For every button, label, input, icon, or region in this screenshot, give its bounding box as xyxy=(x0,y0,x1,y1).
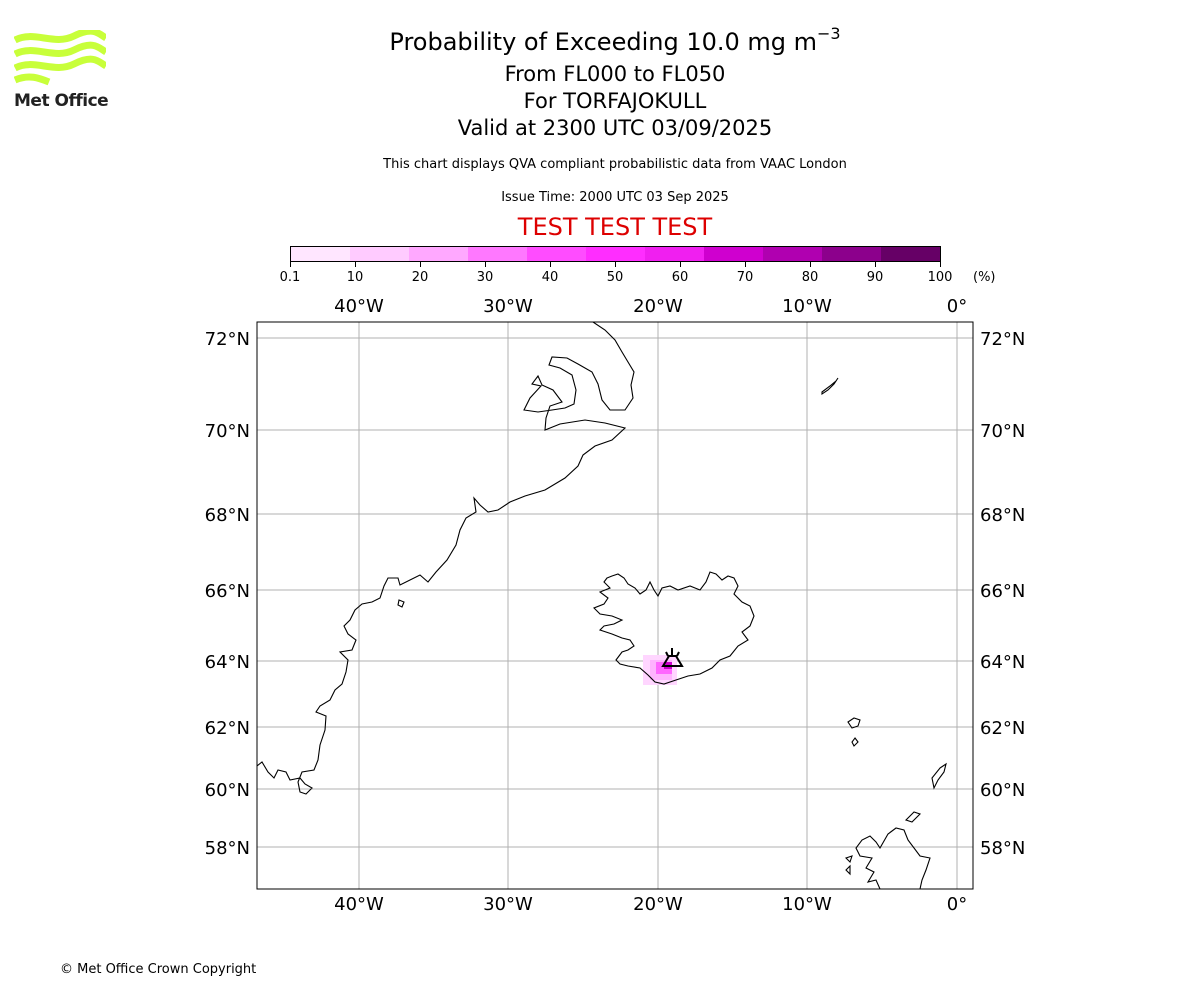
latitude-label: 60°N xyxy=(980,780,1025,801)
colorbar-segment xyxy=(881,247,940,261)
colorbar-segment xyxy=(468,247,527,261)
colorbar-tick-label: 70 xyxy=(736,270,754,285)
jan-mayen-coast xyxy=(821,377,839,396)
coastlines xyxy=(257,322,947,889)
colorbar-tick xyxy=(355,262,356,267)
colorbar-segment xyxy=(763,247,822,261)
flight-level-range: From FL000 to FL050 xyxy=(504,62,726,86)
map-area xyxy=(257,322,947,889)
faroe-islands-coast xyxy=(847,717,861,747)
probability-colorbar xyxy=(290,246,941,262)
volcano-name: For TORFAJOKULL xyxy=(523,89,707,113)
chart-title-superscript: −3 xyxy=(817,24,841,43)
latitude-label: 58°N xyxy=(980,838,1025,859)
colorbar-segment xyxy=(822,247,881,261)
colorbar-tick xyxy=(875,262,876,267)
longitude-label: 0° xyxy=(947,894,967,915)
longitude-label: 20°W xyxy=(633,296,683,317)
colorbar-tick-label: 80 xyxy=(801,270,819,285)
colorbar-tick-label: 0.1 xyxy=(279,270,301,285)
map-frame xyxy=(256,321,974,890)
colorbar-segment xyxy=(704,247,763,261)
colorbar-segment xyxy=(645,247,704,261)
colorbar-unit: (%) xyxy=(973,270,996,285)
met-office-logo xyxy=(14,30,106,86)
latitude-label: 70°N xyxy=(205,421,250,442)
test-banner: TEST TEST TEST xyxy=(517,213,713,241)
issue-time: Issue Time: 2000 UTC 03 Sep 2025 xyxy=(501,190,729,205)
latitude-label: 58°N xyxy=(205,838,250,859)
longitude-label: 10°W xyxy=(782,296,832,317)
colorbar-tick-label: 50 xyxy=(606,270,624,285)
latitude-label: 66°N xyxy=(205,581,250,602)
colorbar-tick xyxy=(550,262,551,267)
longitude-label: 30°W xyxy=(483,296,533,317)
scotland-coast xyxy=(844,827,931,889)
iceland-coast xyxy=(593,571,755,685)
copyright-notice: © Met Office Crown Copyright xyxy=(60,962,257,977)
latitude-label: 64°N xyxy=(205,652,250,673)
map-gridlines xyxy=(257,322,973,889)
colorbar-tick-label: 20 xyxy=(411,270,429,285)
colorbar-segment xyxy=(527,247,586,261)
colorbar-tick xyxy=(745,262,746,267)
colorbar-tick xyxy=(420,262,421,267)
valid-time: Valid at 2300 UTC 03/09/2025 xyxy=(457,116,773,140)
colorbar-tick-label: 40 xyxy=(541,270,559,285)
longitude-label: 40°W xyxy=(334,894,384,915)
chart-description: This chart displays QVA compliant probab… xyxy=(383,157,847,172)
latitude-label: 72°N xyxy=(205,329,250,350)
chart-title: Probability of Exceeding 10.0 mg m−3 xyxy=(0,24,1200,56)
latitude-label: 68°N xyxy=(205,505,250,526)
longitude-label: 0° xyxy=(947,296,967,317)
longitude-label: 40°W xyxy=(334,296,384,317)
colorbar-tick-label: 10 xyxy=(346,270,364,285)
colorbar-tick-label: 30 xyxy=(476,270,494,285)
latitude-label: 60°N xyxy=(205,780,250,801)
colorbar-tick xyxy=(485,262,486,267)
longitude-label: 10°W xyxy=(782,894,832,915)
latitude-label: 66°N xyxy=(980,581,1025,602)
colorbar-tick-label: 60 xyxy=(671,270,689,285)
longitude-label: 20°W xyxy=(633,894,683,915)
latitude-labels: 72°N 72°N 70°N 70°N 68°N 68°N 66°N 66°N 64°N 64°N… xyxy=(205,329,1026,859)
latitude-label: 64°N xyxy=(980,652,1025,673)
colorbar-segment xyxy=(586,247,645,261)
colorbar-tick xyxy=(810,262,811,267)
latitude-label: 70°N xyxy=(980,421,1025,442)
colorbar-segment xyxy=(291,247,350,261)
volcano-icon xyxy=(661,648,684,667)
colorbar-tick xyxy=(680,262,681,267)
colorbar-segment xyxy=(350,247,409,261)
shetland-coast xyxy=(931,762,947,790)
latitude-label: 62°N xyxy=(205,718,250,739)
met-office-logo-text: Met Office xyxy=(14,91,109,111)
latitude-label: 72°N xyxy=(980,329,1025,350)
colorbar-tick-label: 90 xyxy=(866,270,884,285)
colorbar-tick-label: 100 xyxy=(927,270,953,285)
colorbar-tick xyxy=(290,262,291,267)
longitude-labels: 40°W 40°W 30°W 30°W 20°W 20°W 10°W 10°W 0° 0° xyxy=(334,296,967,915)
colorbar-tick xyxy=(615,262,616,267)
latitude-label: 68°N xyxy=(980,505,1025,526)
colorbar-segment xyxy=(409,247,468,261)
greenland-coast xyxy=(257,322,635,795)
latitude-label: 62°N xyxy=(980,718,1025,739)
colorbar-tick xyxy=(940,262,941,267)
ash-plume xyxy=(643,655,677,685)
longitude-label: 30°W xyxy=(483,894,533,915)
chart-title-text: Probability of Exceeding 10.0 mg m xyxy=(389,28,817,56)
